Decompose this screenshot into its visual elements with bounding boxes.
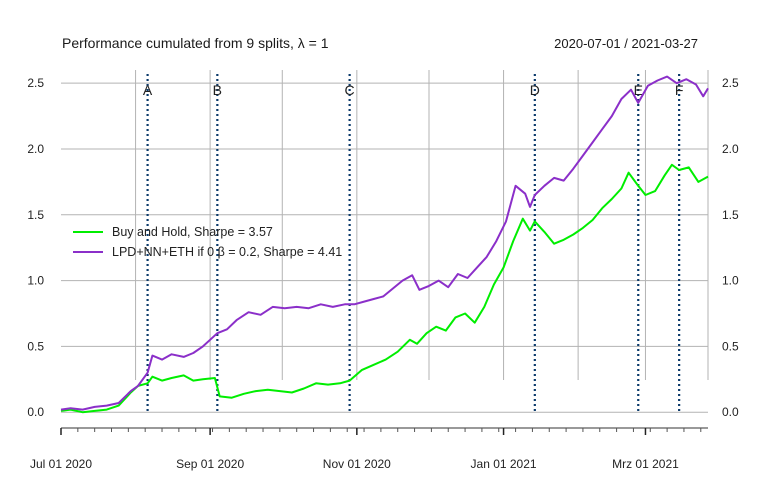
y-tick-label-right: 1.5	[722, 208, 739, 222]
date-range: 2020-07-01 / 2021-03-27	[554, 36, 698, 51]
y-tick-label-left: 1.5	[27, 208, 44, 222]
grid	[61, 70, 709, 413]
series-line-1	[60, 75, 709, 411]
x-tick-label: Mrz 01 2021	[612, 457, 679, 471]
x-tick-label: Jan 01 2021	[471, 457, 537, 471]
chart-title: Performance cumulated from 9 splits, λ =…	[62, 35, 329, 51]
legend: Buy and Hold, Sharpe = 3.57 LPD+NN+ETH i…	[73, 225, 342, 259]
y-tick-label-right: 1.0	[722, 274, 739, 288]
y-tick-label-right: 0.5	[722, 339, 739, 353]
y-tick-label-left: 0.5	[27, 339, 44, 353]
y-tick-label-right: 0.0	[722, 405, 739, 419]
event-label: B	[213, 82, 222, 98]
legend-label-lpd: LPD+NN+ETH if 0 β = 0.2, Sharpe = 4.41	[112, 245, 342, 259]
x-tick-label: Nov 01 2020	[323, 457, 391, 471]
series-line-0	[60, 163, 709, 414]
y-tick-label-right: 2.0	[722, 142, 739, 156]
x-tick-label: Jul 01 2020	[30, 457, 92, 471]
axes: 0.0 0.0 0.5 0.5 1.0 1.0 1.5 1.5 2.0 2.0 2.5 2.5 Jul …	[27, 76, 739, 471]
x-tick-label: Sep 01 2020	[176, 457, 244, 471]
event-label: D	[530, 82, 540, 98]
series-lines	[60, 75, 709, 414]
y-tick-label-left: 1.0	[27, 274, 44, 288]
event-label: C	[345, 82, 355, 98]
event-label: A	[143, 82, 153, 98]
y-tick-label-left: 2.0	[27, 142, 44, 156]
event-markers: A B C D E F	[143, 74, 684, 412]
event-label: F	[675, 82, 684, 98]
y-tick-label-right: 2.5	[722, 76, 739, 90]
y-tick-label-left: 0.0	[27, 405, 44, 419]
legend-label-buy-and-hold: Buy and Hold, Sharpe = 3.57	[112, 225, 273, 239]
y-tick-label-left: 2.5	[27, 76, 44, 90]
event-label: E	[634, 82, 643, 98]
